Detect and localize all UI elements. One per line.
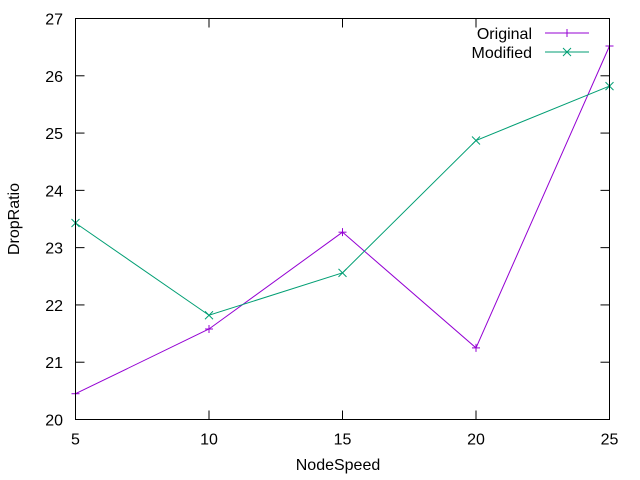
y-tick-label: 24 xyxy=(45,183,63,200)
x-tick-label: 15 xyxy=(334,432,352,449)
y-tick-label: 27 xyxy=(45,12,63,29)
series-line-original xyxy=(75,45,610,395)
x-tick-label: 20 xyxy=(467,432,485,449)
data-point-original xyxy=(472,343,480,352)
x-tick-label: 25 xyxy=(601,432,619,449)
y-tick-label: 23 xyxy=(45,241,63,258)
legend-marker-modified xyxy=(562,47,572,57)
y-tick-labels: 20 21 22 23 24 25 26 27 xyxy=(45,12,63,430)
x-tick-label: 5 xyxy=(71,432,80,449)
y-tick-label: 25 xyxy=(45,126,63,143)
x-axis-label: NodeSpeed xyxy=(296,457,381,474)
y-axis-label: DropRatio xyxy=(6,183,23,255)
plot-frame xyxy=(75,18,610,420)
legend-marker-original xyxy=(563,29,571,37)
series-line-modified xyxy=(75,85,610,316)
tick-marks xyxy=(75,18,610,420)
data-point-modified xyxy=(338,268,347,278)
legend-label-modified: Modified xyxy=(472,45,532,62)
data-point-original xyxy=(205,324,213,333)
x-tick-labels: 5 10 15 20 25 xyxy=(71,432,618,449)
y-tick-label: 21 xyxy=(45,355,63,372)
data-series xyxy=(71,41,614,398)
data-point-original xyxy=(338,228,347,237)
data-point-modified xyxy=(204,310,214,320)
y-tick-label: 20 xyxy=(45,413,63,430)
legend: Original Modified xyxy=(472,26,589,62)
y-tick-label: 22 xyxy=(45,298,63,315)
x-tick-label: 10 xyxy=(200,432,218,449)
y-tick-label: 26 xyxy=(45,69,63,86)
legend-label-original: Original xyxy=(477,26,532,43)
data-point-modified xyxy=(471,136,481,145)
